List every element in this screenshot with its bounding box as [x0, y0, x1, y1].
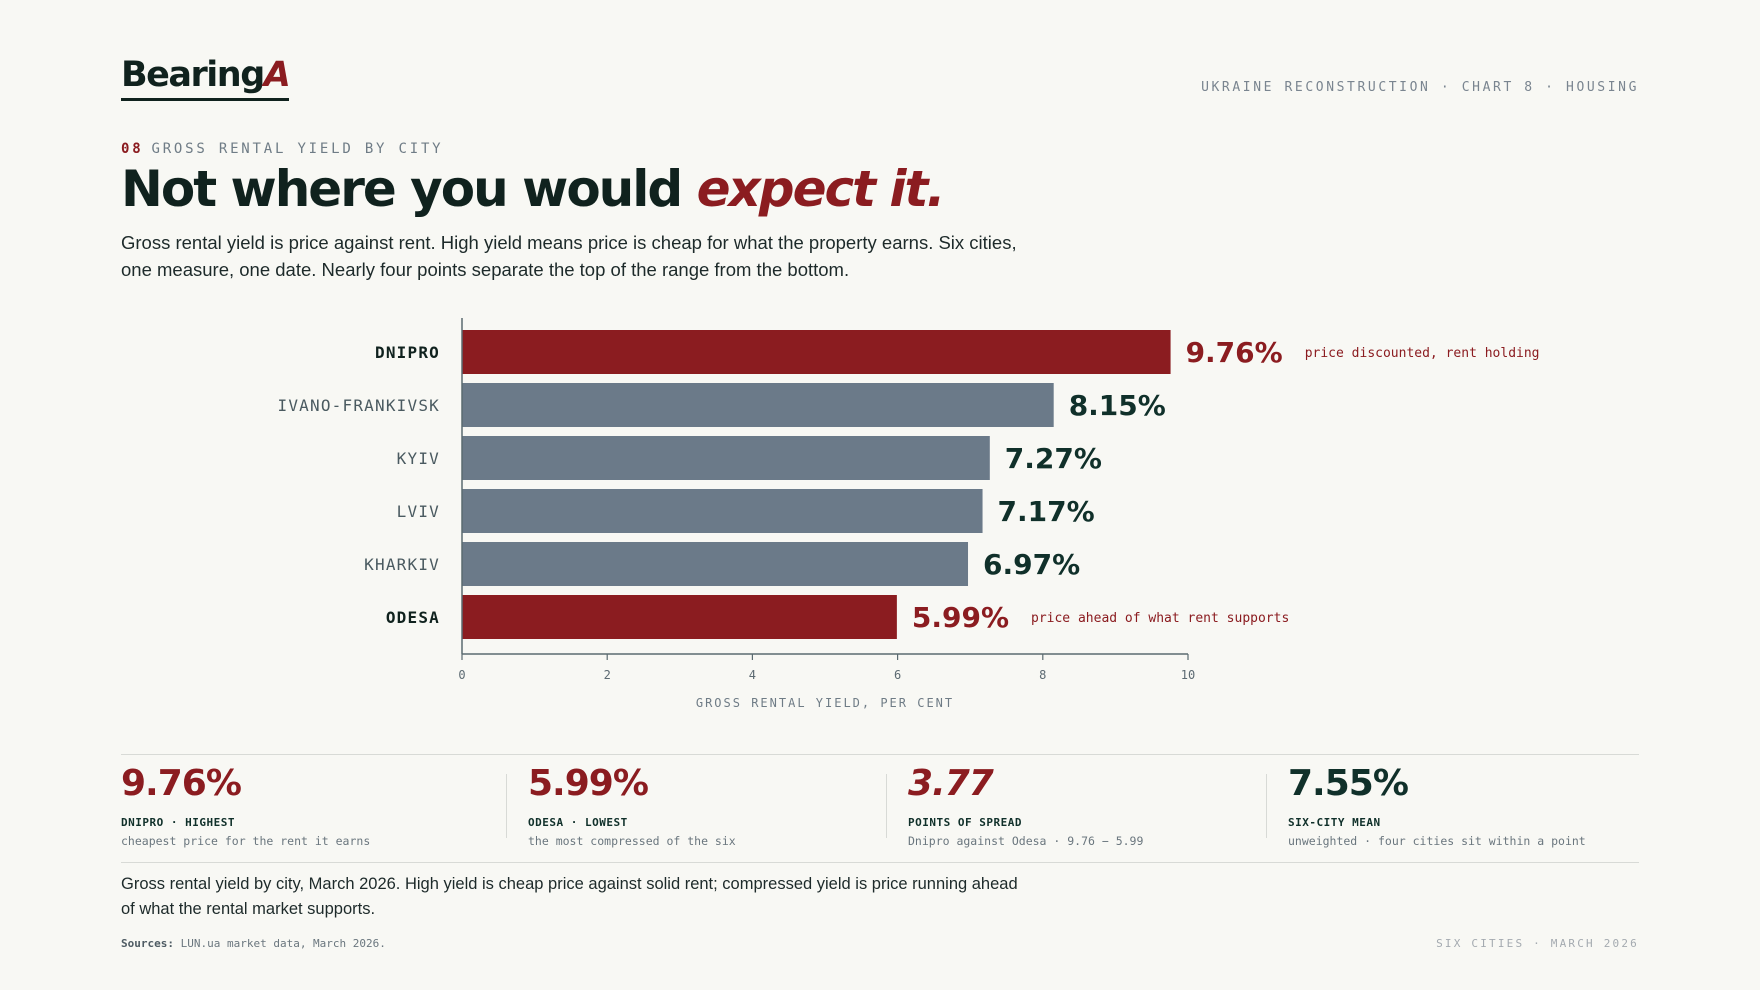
- value-label: 9.76%: [1186, 336, 1283, 369]
- x-tick-label: 8: [1039, 668, 1046, 682]
- value-label: 5.99%: [912, 601, 1009, 634]
- footer-tag: SIX CITIES · MARCH 2026: [1436, 937, 1639, 950]
- stat-title: SIX-CITY MEAN: [1288, 816, 1381, 829]
- category-label: KYIV: [397, 449, 440, 468]
- category-label: LVIV: [397, 502, 440, 521]
- stats-row: 9.76% DNIPRO · HIGHEST cheapest price for …: [121, 763, 1639, 849]
- stat-title: POINTS OF SPREAD: [908, 816, 1022, 829]
- stat-value: 9.76%: [121, 763, 242, 804]
- bar-ivano-frankivsk: [462, 383, 1054, 427]
- x-axis-title: GROSS RENTAL YIELD, PER CENT: [696, 696, 954, 710]
- stat-card: 7.55% SIX-CITY MEAN unweighted · four citi…: [1266, 763, 1586, 848]
- headline-accent: expect it.: [696, 160, 946, 218]
- stat-subtitle: unweighted · four cities sit within a po…: [1288, 834, 1586, 848]
- bar-dnipro: [462, 330, 1171, 374]
- chart-caption: Gross rental yield by city, March 2026. …: [121, 875, 1018, 918]
- stat-value: 7.55%: [1288, 763, 1409, 804]
- stat-divider: [886, 774, 887, 838]
- category-label: IVANO-FRANKIVSK: [278, 396, 441, 415]
- value-label: 8.15%: [1069, 389, 1166, 422]
- bar-odesa: [462, 595, 897, 639]
- brand-logo[interactable]: BearingA: [121, 55, 291, 101]
- stat-subtitle: Dnipro against Odesa · 9.76 − 5.99: [908, 834, 1144, 848]
- chart-number: 08: [121, 141, 144, 157]
- series-tag: UKRAINE RECONSTRUCTION · CHART 8 · HOUSI…: [1201, 80, 1639, 95]
- bar-kyiv: [462, 436, 990, 480]
- x-tick-label: 10: [1181, 668, 1195, 682]
- chart-eyebrow: 08 GROSS RENTAL YIELD BY CITY: [121, 141, 443, 157]
- bar-annotation: price ahead of what rent supports: [1031, 611, 1289, 626]
- value-label: 7.17%: [998, 495, 1095, 528]
- stats-top-divider: [121, 754, 1639, 755]
- logo-wordmark: Bearing: [121, 55, 265, 95]
- stat-subtitle: cheapest price for the rent it earns: [121, 834, 371, 848]
- x-tick-label: 4: [749, 668, 756, 682]
- value-label: 7.27%: [1005, 442, 1102, 475]
- category-label: DNIPRO: [375, 343, 440, 362]
- stat-value: 5.99%: [528, 763, 649, 804]
- stat-title: DNIPRO · HIGHEST: [121, 816, 235, 829]
- x-tick-label: 6: [894, 668, 901, 682]
- sources-label: Sources:: [121, 937, 174, 950]
- sources-text: LUN.ua market data, March 2026.: [173, 937, 386, 950]
- bar-kharkiv: [462, 542, 969, 586]
- stat-divider: [1266, 774, 1267, 838]
- stat-card: 9.76% DNIPRO · HIGHEST cheapest price for …: [121, 763, 371, 849]
- chart-description: Gross rental yield is price against rent…: [121, 232, 1017, 280]
- stats-bottom-divider: [121, 862, 1639, 863]
- sources-note: Sources: LUN.ua market data, March 2026.: [121, 937, 386, 950]
- page-title: Not where you would expect it.: [121, 160, 946, 218]
- stat-title: ODESA · LOWEST: [528, 816, 628, 829]
- chart-kicker: GROSS RENTAL YIELD BY CITY: [151, 141, 444, 157]
- logo-accent: A: [263, 55, 291, 95]
- category-label: ODESA: [386, 608, 440, 627]
- bar-lviv: [462, 489, 983, 533]
- value-label: 6.97%: [983, 548, 1080, 581]
- headline-main: Not where you would: [121, 160, 697, 218]
- stat-card: 5.99% ODESA · LOWEST the most compressed o…: [506, 763, 736, 848]
- stat-value: 3.77: [908, 763, 994, 804]
- x-tick-label: 0: [458, 668, 465, 682]
- stat-card: 3.77 POINTS OF SPREAD Dnipro against Odesa…: [886, 763, 1144, 848]
- stat-divider: [506, 774, 507, 838]
- stat-subtitle: the most compressed of the six: [528, 834, 736, 848]
- bar-chart: DNIPRO 9.76% price discounted, rent holdin…: [278, 318, 1540, 710]
- x-tick-label: 2: [604, 668, 611, 682]
- category-label: KHARKIV: [364, 555, 440, 574]
- bar-annotation: price discounted, rent holding: [1305, 346, 1540, 361]
